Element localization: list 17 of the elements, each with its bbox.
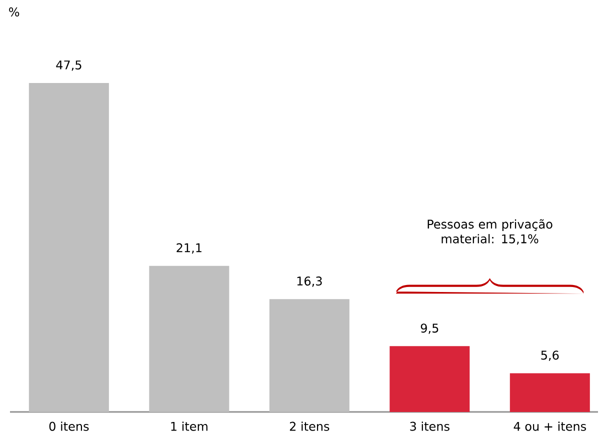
bar (28, 82, 109, 412)
x-tick-label: 3 itens (410, 422, 450, 431)
bar (510, 373, 590, 412)
x-tick-label: 4 ou + itens (514, 422, 586, 431)
x-tick-label: 1 item (171, 422, 208, 431)
x-tick-label: 2 itens (290, 422, 330, 431)
x-tick-label: 0 itens (49, 422, 89, 431)
annotation: Pessoas em privação material: 15,1% (428, 219, 552, 245)
data-label: 9,5 (420, 324, 438, 334)
text: % (9, 7, 20, 16)
data-label: 16,3 (297, 276, 322, 287)
bar (269, 299, 350, 412)
data-label: 47,5 (56, 60, 82, 71)
data-label: 21,1 (176, 243, 202, 254)
bar (390, 346, 470, 412)
data-label: 5,6 (541, 350, 559, 361)
bar (149, 266, 230, 412)
